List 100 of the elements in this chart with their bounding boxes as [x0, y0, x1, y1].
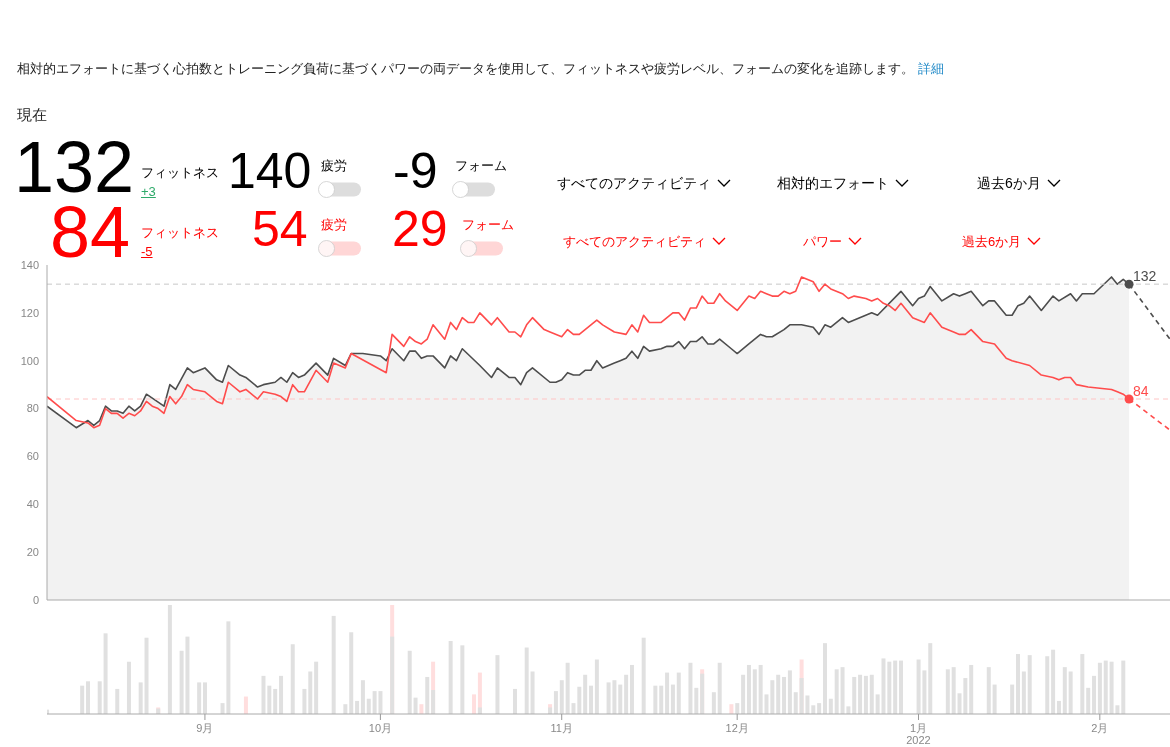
bar — [349, 632, 354, 714]
bar — [893, 660, 898, 714]
bar — [267, 685, 272, 714]
bar — [115, 688, 120, 714]
text: 過去6か月 — [977, 175, 1041, 192]
bar — [314, 661, 319, 714]
y-tick-label: 40 — [26, 498, 39, 511]
bar — [665, 672, 670, 714]
bar — [776, 674, 781, 714]
y-tick-label: 0 — [32, 593, 39, 606]
bar — [495, 655, 500, 714]
bar — [290, 644, 295, 714]
bar — [279, 675, 284, 714]
bar — [138, 682, 143, 714]
bar — [863, 675, 868, 714]
bar — [197, 682, 202, 714]
bar — [1027, 655, 1032, 714]
bar — [899, 660, 904, 714]
bar — [624, 674, 629, 714]
x-tick-label: 11月 — [550, 722, 573, 734]
text: 54 — [252, 200, 308, 257]
bar — [80, 685, 85, 714]
bar — [887, 661, 892, 714]
bar — [717, 662, 722, 714]
bar — [360, 680, 365, 714]
bar — [448, 640, 453, 714]
bar — [577, 686, 582, 714]
bar — [828, 698, 833, 714]
bar — [273, 688, 278, 714]
text: 過去6か月 — [962, 233, 1022, 249]
bar — [407, 650, 412, 714]
bar — [431, 690, 436, 714]
x-tick-label: 12月 — [725, 722, 749, 734]
bar — [793, 692, 798, 714]
bar — [869, 674, 874, 714]
text: フォーム — [455, 157, 507, 173]
bar — [1103, 660, 1108, 714]
bar — [472, 694, 477, 714]
bar — [583, 674, 588, 714]
bar — [167, 605, 172, 714]
bar — [1068, 671, 1073, 714]
bar — [1062, 667, 1067, 714]
bar — [969, 664, 974, 714]
text: 疲労 — [321, 157, 347, 173]
x-tick-label: 2月 — [1091, 722, 1109, 734]
bar — [512, 688, 517, 714]
bar — [1086, 687, 1091, 714]
bar — [782, 676, 787, 714]
bar — [553, 691, 558, 714]
bar — [419, 704, 424, 714]
bar — [261, 675, 266, 714]
bar — [629, 664, 634, 714]
text: すべてのアクティビティ — [557, 175, 711, 192]
text: 相対的エフォートに基づく心拍数とトレーニング負荷に基づくパワーの両データを使用して、フィットネスや疲労レベル、フォームの変化を追跡します。 — [17, 61, 914, 76]
bar — [1092, 675, 1097, 714]
bar — [670, 684, 675, 714]
text: 29 — [392, 200, 448, 257]
x-tick-label: 9月 — [196, 722, 214, 734]
y-tick-label: 60 — [26, 450, 39, 463]
y-tick-label: 120 — [20, 306, 39, 319]
x-tick-label: 1月 2022 — [906, 722, 931, 746]
bar — [1097, 662, 1102, 714]
text: -5 — [141, 243, 153, 259]
bar — [787, 670, 792, 714]
bar — [413, 697, 418, 714]
bar — [811, 705, 816, 714]
text: フォーム — [462, 216, 514, 232]
bar — [86, 681, 91, 714]
y-tick-label: 20 — [26, 546, 39, 559]
text: 現在 — [17, 106, 47, 124]
bar — [425, 676, 430, 714]
bar — [711, 692, 716, 714]
bar — [243, 696, 248, 714]
bar — [741, 674, 746, 714]
bar — [852, 676, 857, 714]
bar — [858, 674, 863, 714]
text: 140 — [228, 142, 312, 199]
bar — [1045, 656, 1050, 714]
y-tick-label: 80 — [26, 402, 39, 415]
bar — [366, 698, 371, 714]
y-tick-label: 140 — [20, 258, 39, 271]
bar — [331, 615, 336, 714]
bar — [834, 669, 839, 714]
bar — [355, 700, 360, 714]
text: 疲労 — [321, 216, 347, 232]
bar — [1051, 649, 1056, 714]
bar — [302, 688, 307, 714]
bar — [559, 680, 564, 714]
bar — [817, 703, 822, 714]
bar — [676, 672, 681, 714]
bar — [986, 667, 991, 714]
bar — [477, 707, 482, 714]
bar — [992, 684, 997, 714]
bar — [659, 685, 664, 714]
annotation: 132 — [1133, 268, 1157, 285]
bar — [928, 643, 933, 714]
bar — [1021, 671, 1026, 714]
bar — [390, 636, 395, 714]
text: 相対的エフォート — [777, 175, 889, 192]
bar — [103, 633, 108, 714]
